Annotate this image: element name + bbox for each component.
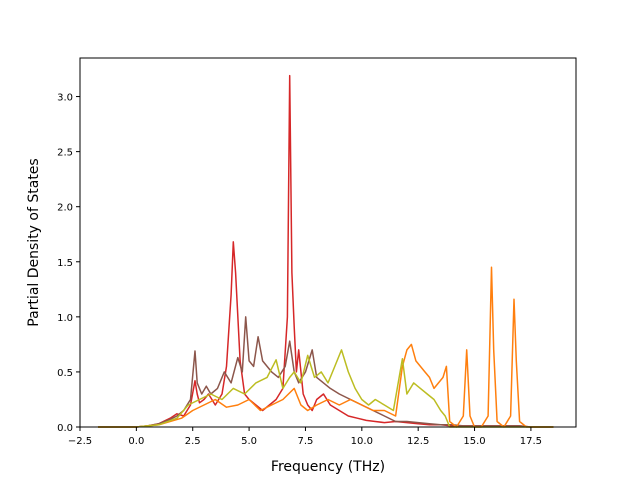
x-axis-ticks: −2.5 0.0 2.5 5.0 7.5 10.0 12.5 15.0 17.5 — [68, 427, 542, 447]
y-tick-label: 2.5 — [57, 148, 73, 159]
x-tick-label: 12.5 — [407, 436, 429, 447]
x-tick-label: 15.0 — [463, 436, 485, 447]
x-tick-label: 17.5 — [520, 436, 542, 447]
y-tick-label: 0.5 — [57, 368, 73, 379]
y-tick-label: 1.0 — [57, 313, 73, 324]
series-line-4 — [98, 349, 554, 428]
x-tick-label: 5.0 — [241, 436, 257, 447]
y-tick-label: 2.0 — [57, 203, 73, 214]
y-tick-label: 1.5 — [57, 258, 73, 269]
y-axis-ticks: 0.0 0.5 1.0 1.5 2.0 2.5 3.0 — [57, 93, 80, 434]
series-line-1 — [98, 74, 554, 428]
series-line-2 — [98, 316, 554, 428]
y-axis-label: Partial Density of States — [26, 158, 42, 326]
x-tick-label: 0.0 — [128, 436, 144, 447]
plot-frame — [79, 57, 577, 428]
y-tick-label: 3.0 — [57, 93, 73, 104]
y-tick-label: 0.0 — [57, 423, 73, 434]
x-tick-label: 2.5 — [185, 436, 201, 447]
x-tick-label: 7.5 — [298, 436, 314, 447]
series-line-3 — [98, 266, 554, 428]
series-layer — [98, 74, 554, 428]
x-tick-label: −2.5 — [68, 436, 92, 447]
x-tick-label: 10.0 — [351, 436, 373, 447]
x-axis-label: Frequency (THz) — [271, 459, 385, 475]
